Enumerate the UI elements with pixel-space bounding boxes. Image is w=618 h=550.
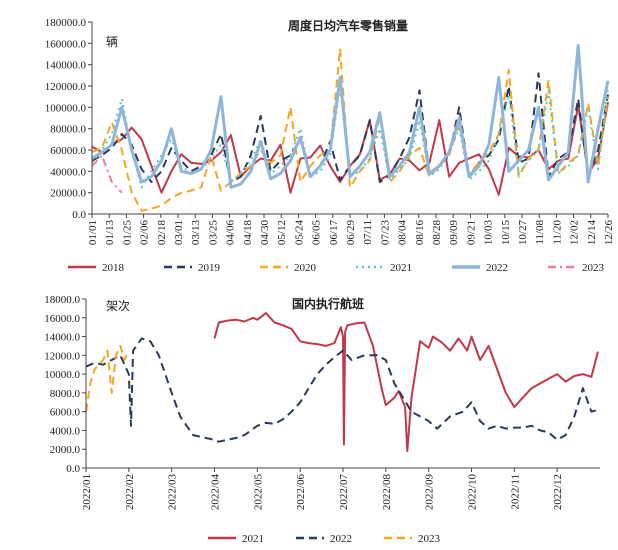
y-tick-label: 180000.0 <box>45 17 87 29</box>
x-tick-label: 07/23 <box>379 220 391 246</box>
x-tick-label: 12/14 <box>586 220 598 246</box>
x-tick-label: 2022/10 <box>467 474 479 511</box>
y-tick-label: 8000.0 <box>50 388 81 400</box>
x-tick-label: 11/08 <box>534 220 546 245</box>
x-tick-label: 02/18 <box>156 220 168 246</box>
x-tick-label: 01/01 <box>87 220 99 245</box>
domestic-flights-chart: 国内执行航班 架次 0.0 2000.0 4000.0 6000.0 8000.0 100… <box>44 294 600 545</box>
x-tick-label: 09/21 <box>465 220 477 245</box>
x-tick-label: 04/18 <box>242 220 254 246</box>
y-tick-label: 2000.0 <box>50 444 81 456</box>
y-tick-label: 40000.0 <box>50 166 86 178</box>
y-tick-label: 60000.0 <box>50 145 86 157</box>
y-tick-label: 14000.0 <box>44 332 80 344</box>
x-tick-label: 2022/09 <box>424 474 436 511</box>
x-tick-label: 12/02 <box>569 220 581 245</box>
y-tick-label: 160000.0 <box>45 38 87 50</box>
weekly-car-sales-chart: 周度日均汽车零售销量 辆 0.0 20000.0 40000.0 60000.0 800… <box>45 17 615 274</box>
x-tick-label: 2022/06 <box>295 474 307 511</box>
x-tick-label: 2022/08 <box>381 474 393 511</box>
series-line-2022 <box>91 44 610 189</box>
x-tick-label: 2022/11 <box>509 474 521 510</box>
x-tick-label: 03/13 <box>190 220 202 246</box>
series-line-2021 <box>91 85 609 189</box>
x-tick-label: 05/24 <box>293 220 305 246</box>
x-tick-label: 2022/04 <box>210 474 222 511</box>
x-tick-label: 03/01 <box>173 220 185 245</box>
x-tick-label: 05/12 <box>276 220 288 245</box>
x-tick-label: 12/26 <box>603 220 615 246</box>
x-tick-label: 08/04 <box>397 220 409 246</box>
series-line-2021 <box>213 312 599 453</box>
y-tick-label: 12000.0 <box>44 350 80 362</box>
y-unit-label: 架次 <box>106 299 130 313</box>
legend-label-2018: 2018 <box>102 262 125 274</box>
y-tick-label: 100000.0 <box>45 102 87 114</box>
y-tick-label: 6000.0 <box>50 407 81 419</box>
y-tick-label: 0.0 <box>66 463 80 475</box>
legend-label-2023: 2023 <box>418 533 441 545</box>
y-tick-label: 18000.0 <box>44 294 80 306</box>
x-tick-label: 01/25 <box>121 220 133 246</box>
legend-label-2021: 2021 <box>390 262 412 274</box>
x-tick-label: 2022/03 <box>167 474 179 511</box>
legend-label-2023: 2023 <box>582 262 605 274</box>
series-line-2023 <box>85 344 130 412</box>
legend-label-2020: 2020 <box>294 262 317 274</box>
x-tick-label: 2022/12 <box>552 474 564 510</box>
x-tick-label: 04/30 <box>259 220 271 246</box>
x-tick-label: 07/11 <box>362 220 374 245</box>
y-tick-label: 120000.0 <box>45 81 87 93</box>
x-tick-label: 2022/01 <box>81 474 93 510</box>
x-tick-label: 10/03 <box>483 220 495 246</box>
x-tick-label: 08/16 <box>414 220 426 246</box>
y-tick-label: 140000.0 <box>45 60 87 72</box>
series-line-2020 <box>91 47 609 212</box>
x-tick-label: 2022/07 <box>338 474 350 511</box>
legend-label-2022: 2022 <box>330 533 352 545</box>
x-tick-label: 08/28 <box>431 220 443 246</box>
x-tick-label: 10/27 <box>517 220 529 246</box>
x-tick-label: 06/29 <box>345 220 357 246</box>
x-tick-label: 06/05 <box>311 220 323 246</box>
y-tick-label: 80000.0 <box>50 124 86 136</box>
x-tick-label: 10/15 <box>500 220 512 246</box>
legend-label-2021: 2021 <box>242 533 264 545</box>
legend-label-2022: 2022 <box>486 262 508 274</box>
y-tick-label: 20000.0 <box>50 188 86 200</box>
x-tick-label: 2022/02 <box>124 474 136 510</box>
legend-label-2019: 2019 <box>198 262 221 274</box>
y-tick-label: 10000.0 <box>44 369 80 381</box>
y-tick-label: 0.0 <box>72 209 86 221</box>
x-tick-label: 03/25 <box>207 220 219 246</box>
x-tick-label: 11/20 <box>551 220 563 245</box>
y-unit-label: 辆 <box>106 35 118 49</box>
x-tick-label: 02/06 <box>139 220 151 246</box>
series-line-2023 <box>91 154 123 194</box>
y-tick-label: 16000.0 <box>44 313 80 325</box>
chart-title: 国内执行航班 <box>292 296 364 311</box>
y-tick-label: 4000.0 <box>50 425 81 437</box>
x-tick-label: 06/17 <box>328 220 340 246</box>
x-tick-label: 01/13 <box>104 220 116 246</box>
x-tick-label: 09/09 <box>448 220 460 246</box>
series-line-2022 <box>85 337 599 443</box>
chart-title: 周度日均汽车零售销量 <box>288 18 408 33</box>
x-tick-label: 04/06 <box>225 220 237 246</box>
x-tick-label: 2022/05 <box>252 474 264 511</box>
